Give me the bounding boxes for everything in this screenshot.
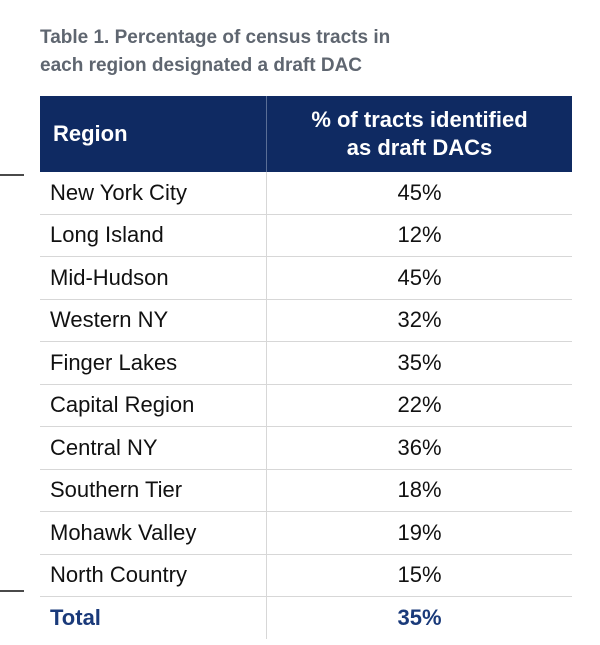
region-cell: Capital Region — [50, 392, 195, 418]
table-row: Central NY 36% — [40, 427, 572, 470]
header-percent-line-1: % of tracts identified — [311, 107, 528, 132]
percent-cell: 22% — [266, 384, 572, 426]
header-percent: % of tracts identified as draft DACs — [266, 96, 572, 172]
table-row: Long Island 12% — [40, 214, 572, 257]
table-row: Capital Region 22% — [40, 384, 572, 427]
table-row: Mohawk Valley 19% — [40, 512, 572, 555]
region-cell: New York City — [50, 179, 187, 205]
region-cell: Mid-Hudson — [50, 264, 169, 290]
header-percent-line-2: as draft DACs — [346, 135, 493, 160]
table-body: New York City 45% Long Island 12% Mid-Hu… — [40, 172, 572, 639]
table-row: Mid-Hudson 45% — [40, 257, 572, 300]
region-cell: North Country — [50, 562, 187, 588]
region-cell: Long Island — [50, 222, 164, 248]
margin-rule — [0, 590, 24, 592]
dac-table: Region % of tracts identified as draft D… — [40, 96, 572, 639]
header-region: Region — [53, 121, 128, 146]
total-row: Total 35% — [40, 597, 572, 639]
percent-cell: 18% — [266, 469, 572, 511]
percent-cell: 32% — [266, 299, 572, 341]
region-cell: Western NY — [50, 307, 169, 333]
region-cell: Finger Lakes — [50, 349, 178, 375]
region-cell: Central NY — [50, 434, 158, 460]
table-header-row: Region % of tracts identified as draft D… — [40, 96, 572, 172]
table-row: Southern Tier 18% — [40, 469, 572, 512]
region-cell: Southern Tier — [50, 477, 183, 503]
percent-cell: 19% — [266, 512, 572, 554]
caption-line-2: each region designated a draft DAC — [40, 55, 363, 76]
percent-cell: 12% — [266, 214, 572, 256]
total-percent: 35% — [266, 597, 572, 639]
percent-cell: 45% — [266, 172, 572, 214]
percent-cell: 15% — [266, 554, 572, 596]
table-caption: Table 1. Percentage of census tracts in … — [40, 24, 520, 80]
total-label: Total — [50, 604, 101, 630]
percent-cell: 45% — [266, 257, 572, 299]
table-row: New York City 45% — [40, 172, 572, 215]
percent-cell: 36% — [266, 427, 572, 469]
caption-line-1: Table 1. Percentage of census tracts in — [40, 27, 391, 48]
percent-cell: 35% — [266, 342, 572, 384]
margin-rule — [0, 174, 24, 176]
table-row: Western NY 32% — [40, 299, 572, 342]
table-row: North Country 15% — [40, 554, 572, 597]
region-cell: Mohawk Valley — [50, 519, 197, 545]
table-row: Finger Lakes 35% — [40, 342, 572, 385]
